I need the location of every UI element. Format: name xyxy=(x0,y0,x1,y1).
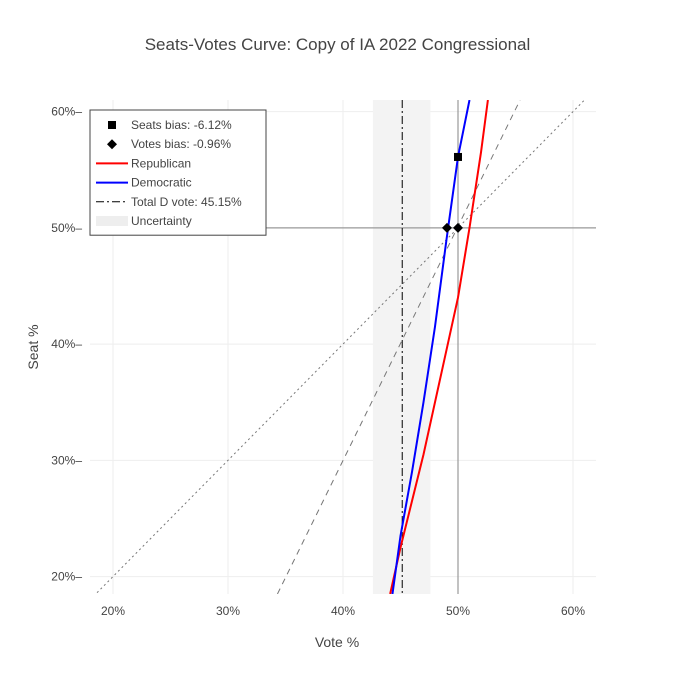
legend-item-seats-bias: Seats bias: -6.12% xyxy=(108,118,232,132)
legend-label: Republican xyxy=(131,156,191,170)
y-tick-label: 60%– xyxy=(51,105,82,119)
x-tick-label: 30% xyxy=(216,604,240,618)
y-tick-label: 50%– xyxy=(51,221,82,235)
dashed-line-line xyxy=(277,100,521,594)
x-axis-label: Vote % xyxy=(315,634,359,650)
legend-diamond-symbol xyxy=(107,139,117,150)
y-tick-label: 40%– xyxy=(51,337,82,351)
legend-item-republican: Republican xyxy=(96,156,191,170)
legend-label: Uncertainty xyxy=(131,214,192,228)
legend-box xyxy=(89,109,267,236)
y-tick-label: 20%– xyxy=(51,570,82,584)
legend: Seats bias: -6.12% Votes bias: -0.96% Repu… xyxy=(89,109,267,236)
chart-title: Seats-Votes Curve: Copy of IA 2022 Congr… xyxy=(145,35,531,54)
legend-square-symbol xyxy=(108,121,116,129)
legend-label: Total D vote: 45.15% xyxy=(131,195,242,209)
votes-bias-marker-republican xyxy=(453,222,463,233)
legend-label: Seats bias: -6.12% xyxy=(131,118,232,132)
votes-bias-marker-democratic xyxy=(441,222,452,233)
legend-label: Votes bias: -0.96% xyxy=(131,137,231,151)
republican-curve xyxy=(389,100,489,594)
legend-item-votes-bias: Votes bias: -0.96% xyxy=(107,137,231,151)
seats-bias-marker xyxy=(454,152,462,161)
legend-item-uncertainty: Uncertainty xyxy=(96,214,192,228)
legend-item-democratic: Democratic xyxy=(96,176,192,190)
y-axis-label: Seat % xyxy=(25,324,41,369)
x-tick-label: 60% xyxy=(561,604,585,618)
legend-band-symbol xyxy=(96,216,128,226)
plot-area: 20% 30% 40% 50% 60% 20%– 30%– 40%– 50%– 60%– xyxy=(51,100,596,618)
x-tick-label: 50% xyxy=(446,604,470,618)
plot-content xyxy=(90,100,596,594)
legend-item-total-d-vote: Total D vote: 45.15% xyxy=(96,195,242,209)
uncertainty-band xyxy=(372,100,431,594)
democratic-curve xyxy=(391,100,471,594)
y-tick-label: 30%– xyxy=(51,453,82,467)
x-tick-label: 20% xyxy=(101,604,125,618)
x-tick-label: 40% xyxy=(331,604,355,618)
legend-label: Democratic xyxy=(131,176,192,190)
